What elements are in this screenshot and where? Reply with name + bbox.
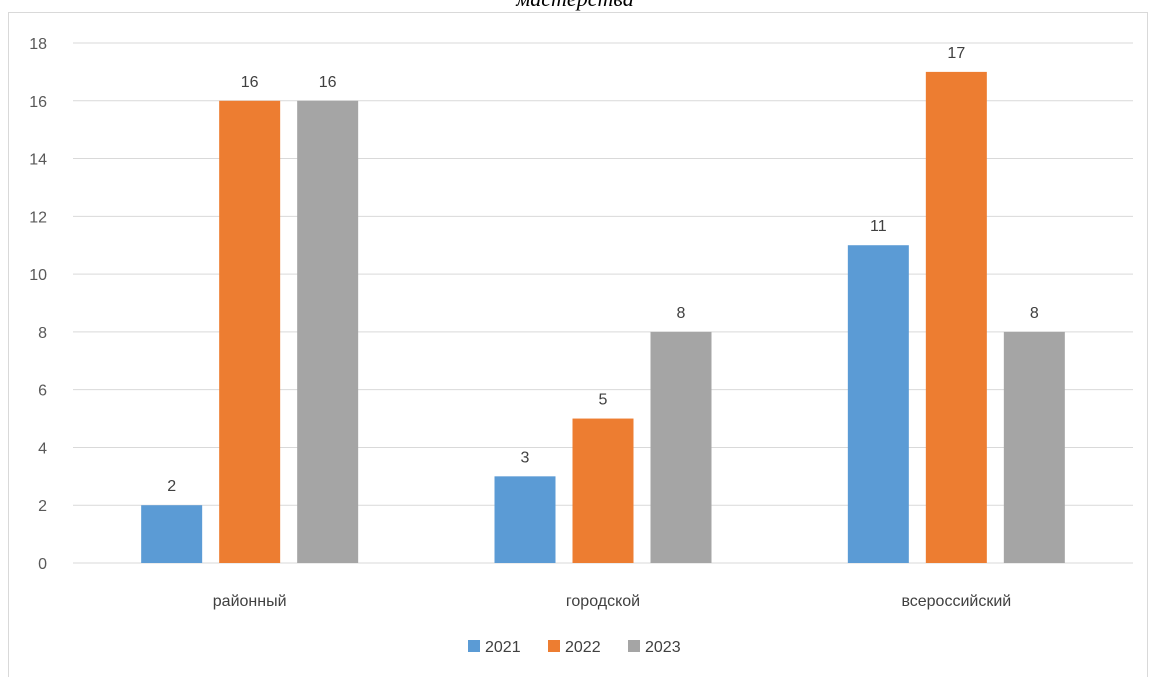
data-label: 3 [521, 449, 530, 466]
y-tick-label: 8 [38, 325, 47, 342]
y-axis-ticks: 0 2 4 6 8 10 12 14 16 18 [29, 36, 47, 573]
data-labels: 2 16 16 3 5 8 11 17 8 [167, 45, 1039, 495]
y-tick-label: 12 [29, 209, 47, 226]
data-label: 11 [870, 218, 887, 235]
bars [141, 71, 1065, 564]
data-label: 8 [1030, 305, 1039, 322]
chart-title: мастерства [0, 0, 1150, 12]
data-label: 5 [599, 392, 608, 409]
legend: 2021 2022 2023 [468, 639, 681, 656]
bar [1003, 331, 1065, 563]
category-label: всероссийский [901, 593, 1011, 610]
category-label: городской [566, 593, 640, 610]
x-axis-labels: районный городской всероссийский [213, 593, 1011, 610]
legend-label: 2023 [645, 639, 681, 656]
y-tick-label: 6 [38, 383, 47, 400]
legend-swatch [548, 640, 560, 652]
bar [494, 476, 556, 563]
y-tick-label: 18 [29, 36, 47, 53]
bar [847, 245, 909, 563]
data-label: 8 [677, 305, 686, 322]
y-tick-label: 2 [38, 498, 47, 515]
bar [219, 100, 281, 564]
data-label: 2 [167, 478, 176, 495]
legend-swatch [628, 640, 640, 652]
bar [141, 505, 203, 563]
y-tick-label: 10 [29, 267, 47, 284]
data-label: 16 [319, 74, 337, 91]
bar [925, 71, 987, 563]
data-label: 17 [947, 45, 965, 62]
y-tick-label: 14 [29, 152, 47, 169]
legend-label: 2022 [565, 639, 601, 656]
chart-frame [8, 12, 1148, 677]
category-label: районный [213, 593, 287, 610]
bar [297, 100, 359, 564]
data-label: 16 [241, 74, 259, 91]
bar [572, 418, 634, 563]
bar [650, 331, 712, 563]
y-tick-label: 16 [29, 94, 47, 111]
y-tick-label: 0 [38, 556, 47, 573]
legend-label: 2021 [485, 639, 521, 656]
legend-swatch [468, 640, 480, 652]
y-tick-label: 4 [38, 440, 47, 457]
